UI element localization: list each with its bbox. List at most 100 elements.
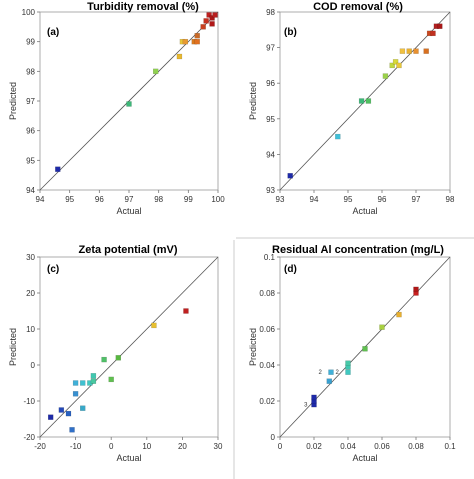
data-point [194, 33, 200, 39]
data-point [437, 23, 443, 29]
data-point [55, 166, 61, 172]
data-point [183, 308, 189, 314]
x-axis-label: Actual [352, 206, 377, 216]
data-point [72, 391, 79, 397]
data-point [358, 98, 365, 104]
y-tick-label: 97 [26, 97, 35, 106]
data-point [362, 346, 368, 352]
data-point [126, 101, 132, 107]
data-point [423, 48, 429, 54]
chart-panel-4: 0 0.02 0.04 0.06 0.08 0.1 0 0.02 0.04 0.06 0.08 0.1… [248, 244, 456, 463]
data-point [65, 410, 72, 417]
data-point [80, 405, 86, 411]
y-tick-label: 99 [26, 38, 35, 47]
x-tick-label: 96 [95, 195, 104, 204]
data-point [90, 378, 97, 384]
data-point [430, 30, 436, 37]
y-tick-label: 96 [26, 127, 35, 136]
x-tick-label: 97 [412, 195, 421, 204]
data-point [345, 369, 351, 375]
y-tick-label: 98 [266, 8, 275, 17]
data-point [287, 173, 293, 179]
x-tick-label: 0.06 [374, 442, 390, 451]
data-point [379, 324, 385, 330]
data-point [326, 378, 332, 384]
data-point [212, 12, 218, 18]
plot-frame [279, 256, 451, 438]
x-axis-label: Actual [116, 206, 141, 216]
data-point [47, 414, 54, 420]
data-point [194, 38, 200, 45]
panel-label: (b) [284, 27, 297, 38]
y-tick-label: 93 [266, 186, 275, 195]
x-tick-label: 96 [378, 195, 387, 204]
chart-title: Turbidity removal (%) [87, 1, 199, 13]
y-axis-label: Predicted [248, 82, 258, 120]
data-point [152, 68, 159, 75]
x-tick-label: 0.04 [340, 442, 356, 451]
data-point [311, 394, 317, 401]
data-point [176, 53, 183, 60]
data-point [396, 311, 402, 318]
data-point [406, 48, 412, 54]
x-axis-label: Actual [116, 453, 141, 463]
x-tick-label: 99 [184, 195, 193, 204]
x-tick-label: 95 [65, 195, 74, 204]
y-tick-label: 97 [266, 44, 275, 53]
x-tick-label: 20 [178, 442, 187, 451]
data-point [108, 376, 114, 383]
data-point [72, 380, 79, 386]
y-tick-label: 0.08 [259, 289, 275, 298]
y-axis-label: Predicted [248, 328, 258, 366]
x-tick-label: 98 [154, 195, 163, 204]
y-tick-label: 0.06 [259, 325, 275, 334]
data-point [335, 133, 341, 140]
x-tick-label: 0 [278, 442, 283, 451]
y-tick-label: 30 [26, 253, 35, 262]
x-tick-label: 94 [36, 195, 45, 204]
data-point [69, 427, 75, 433]
x-tick-label: -20 [34, 442, 46, 451]
plot-frame [39, 256, 219, 438]
point-count-annotation: 2 [319, 370, 323, 376]
x-tick-label: 0.02 [306, 442, 322, 451]
y-tick-label: 94 [26, 186, 35, 195]
reference-line [39, 256, 219, 438]
x-tick-label: -10 [70, 442, 82, 451]
chart-panel-2: 93 94 95 96 97 98 93 94 95 96 97 98 COD removal (%) (… [248, 1, 455, 216]
x-tick-label: 95 [344, 195, 353, 204]
data-point [203, 18, 209, 24]
reference-line [279, 11, 451, 191]
data-point [389, 62, 395, 69]
x-tick-label: 30 [214, 442, 223, 451]
data-point [392, 59, 399, 65]
panel-label: (a) [47, 27, 59, 38]
y-tick-label: -20 [23, 433, 35, 442]
chart-panel-1: 94 95 96 97 98 99 100 94 95 96 97 98 99 100 Turbidity … [8, 1, 225, 216]
panel-label: (c) [47, 264, 59, 275]
x-tick-label: 10 [142, 442, 151, 451]
data-point [182, 38, 189, 45]
data-point [382, 73, 389, 79]
y-tick-label: 100 [22, 8, 36, 17]
data-point [80, 380, 86, 386]
data-point [413, 286, 419, 293]
data-point [399, 48, 406, 54]
y-tick-label: 0 [31, 361, 36, 370]
y-tick-label: -10 [23, 397, 35, 406]
x-tick-label: 98 [446, 195, 455, 204]
x-tick-label: 97 [125, 195, 134, 204]
y-tick-label: 20 [26, 289, 35, 298]
data-point [200, 24, 206, 30]
data-point [101, 356, 107, 363]
y-axis-label: Predicted [8, 328, 18, 366]
y-tick-label: 94 [266, 150, 275, 159]
point-count-annotation: 3 [304, 403, 308, 409]
data-point [115, 355, 122, 361]
y-tick-label: 0.04 [259, 361, 275, 370]
chart-title: Residual Al concentration (mg/L) [272, 244, 444, 256]
data-point [151, 322, 157, 329]
y-tick-label: 98 [26, 67, 35, 76]
x-tick-label: 100 [211, 195, 225, 204]
